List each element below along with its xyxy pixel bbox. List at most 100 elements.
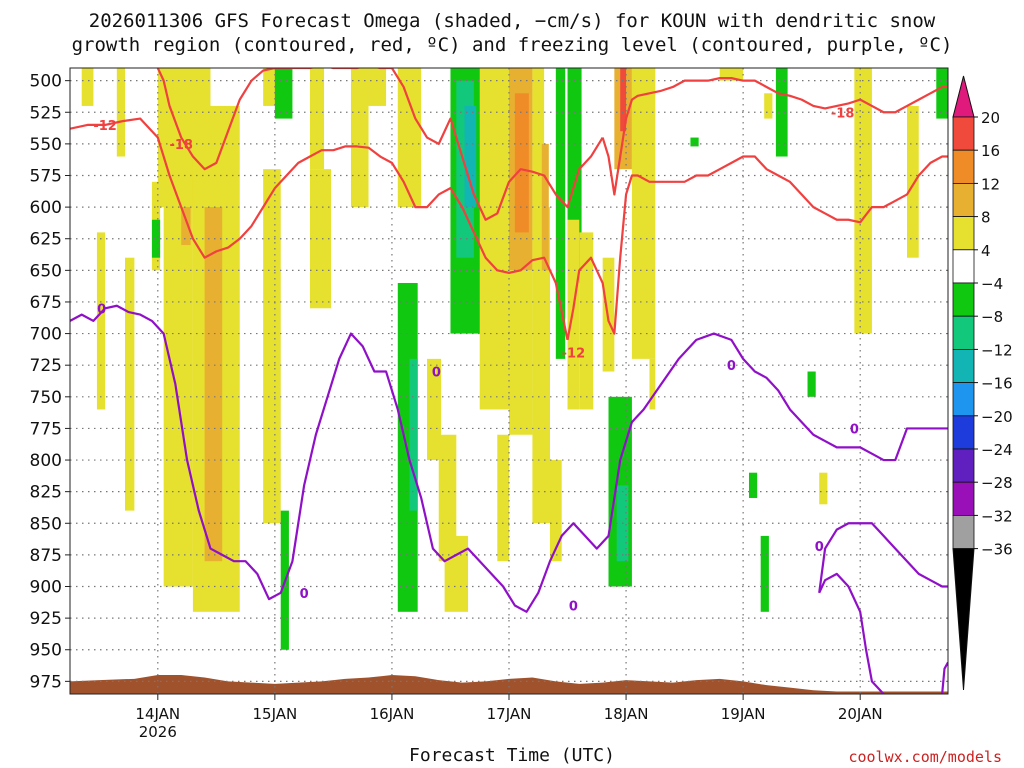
colorbar-swatch: [952, 216, 975, 251]
colorbar-swatch: [952, 315, 975, 350]
colorbar-swatch: [952, 481, 975, 516]
y-tick-label: 525: [30, 103, 62, 123]
omega-cell: [350, 68, 369, 208]
y-tick-label: 650: [30, 261, 62, 281]
omega-cell: [464, 105, 477, 208]
omega-cell: [438, 434, 457, 562]
dendritic-contour: [566, 155, 948, 341]
colorbar-swatch: [952, 282, 975, 317]
y-tick-label: 925: [30, 609, 62, 629]
colorbar-bottom-triangle: [952, 548, 975, 691]
omega-cell: [116, 68, 126, 157]
omega-cell: [81, 68, 94, 106]
colorbar-tick-label: −8: [981, 308, 1003, 326]
colorbar-tick-label: 16: [981, 142, 1000, 160]
colorbar-tick-label: −16: [981, 375, 1013, 393]
dendritic-contour: [70, 117, 569, 341]
colorbar-swatch: [952, 116, 975, 151]
omega-cell: [854, 68, 872, 334]
omega-cell: [819, 472, 828, 505]
terrain: [70, 675, 948, 694]
omega-cell: [509, 270, 533, 435]
x-axis-title: Forecast Time (UTC): [409, 745, 615, 766]
chart-title-line1: 2026011306 GFS Forecast Omega (shaded, −…: [88, 10, 936, 32]
colorbar-swatch: [952, 415, 975, 450]
dendritic-contour-label: -18: [169, 138, 193, 153]
chart-title-line2: growth region (contoured, red, ºC) and f…: [71, 34, 953, 56]
omega-cell: [532, 207, 550, 524]
y-axis: 500 525 550 575 600 625 650 675 700 725 750 775 800 8…: [30, 72, 70, 692]
dendritic-contour-label: -18: [831, 106, 855, 121]
colorbar-top-triangle: [952, 75, 975, 118]
colorbar-tick-label: 4: [981, 242, 991, 260]
dendritic-contour: [156, 68, 604, 221]
colorbar-swatch: [952, 515, 975, 550]
omega-cell: [263, 169, 281, 524]
x-tick-label: 20JAN: [838, 705, 883, 723]
omega-cell: [397, 68, 422, 208]
colorbar-tick-label: −12: [981, 341, 1013, 359]
y-tick-label: 775: [30, 419, 62, 439]
colorbar-tick-label: −24: [981, 441, 1013, 459]
colorbar-tick-label: −32: [981, 507, 1013, 525]
x-tick-label: 18JAN: [604, 705, 649, 723]
colorbar-swatch: [952, 182, 975, 217]
y-tick-label: 600: [30, 198, 62, 218]
colorbar-tick-label: 20: [981, 109, 1000, 127]
y-tick-label: 900: [30, 578, 62, 598]
colorbar-swatch: [952, 348, 975, 383]
omega-cell: [775, 68, 788, 157]
freezing-contour: [818, 522, 948, 593]
y-tick-label: 950: [30, 641, 62, 661]
freezing-contour-label: 0: [432, 366, 441, 381]
y-tick-label: 625: [30, 230, 62, 250]
omega-cell: [649, 358, 656, 410]
y-tick-label: 800: [30, 451, 62, 471]
omega-cell: [96, 232, 106, 410]
freezing-contour-label: 0: [727, 359, 736, 374]
freezing-contour: [70, 304, 948, 613]
x-tick-year-label: 2026: [139, 723, 177, 741]
gridlines: [70, 68, 948, 694]
omega-cell: [620, 68, 627, 132]
omega-cell: [690, 137, 699, 147]
omega-cell: [151, 219, 161, 258]
omega-cell: [514, 93, 529, 233]
y-tick-label: 500: [30, 72, 62, 92]
omega-cell: [579, 232, 594, 410]
freezing-contour-label: 0: [569, 599, 578, 614]
y-tick-label: 850: [30, 514, 62, 534]
colorbar: 20 16 12 8 4 −4 −8 −12 −16 −20 −24 −28 −32 −36: [952, 75, 1013, 691]
omega-cell: [274, 68, 293, 119]
y-tick-label: 975: [30, 672, 62, 692]
colorbar-tick-label: 12: [981, 175, 1000, 193]
freezing-contour-label: 0: [97, 302, 106, 317]
dendritic-contour-label: -12: [562, 347, 586, 362]
omega-cell: [309, 169, 332, 309]
colorbar-swatch: [952, 448, 975, 483]
freezing-contour: [818, 572, 885, 694]
x-tick-label: 16JAN: [370, 705, 415, 723]
omega-cell: [532, 68, 545, 208]
freezing-contour: [941, 661, 948, 694]
x-tick-label: 17JAN: [487, 705, 532, 723]
omega-cell: [309, 68, 325, 170]
x-tick-label: 14JAN: [135, 705, 180, 723]
omega-cell: [368, 68, 387, 106]
freezing-contour-label: 0: [300, 587, 309, 602]
omega-cell: [444, 535, 469, 612]
colorbar-tick-label: −36: [981, 541, 1013, 559]
colorbar-tick-label: −4: [981, 275, 1003, 293]
dendritic-contour: [601, 77, 948, 196]
y-tick-label: 725: [30, 356, 62, 376]
omega-cell: [907, 105, 919, 258]
omega-cell: [555, 68, 566, 359]
omega-cell: [631, 68, 656, 359]
omega-cell: [125, 257, 135, 511]
y-tick-label: 700: [30, 325, 62, 345]
site-credit: coolwx.com/models: [848, 748, 1002, 766]
contours: -12 -18 -12 -18 0 0 0 0 0 0 0: [70, 68, 948, 694]
colorbar-swatch: [952, 149, 975, 184]
